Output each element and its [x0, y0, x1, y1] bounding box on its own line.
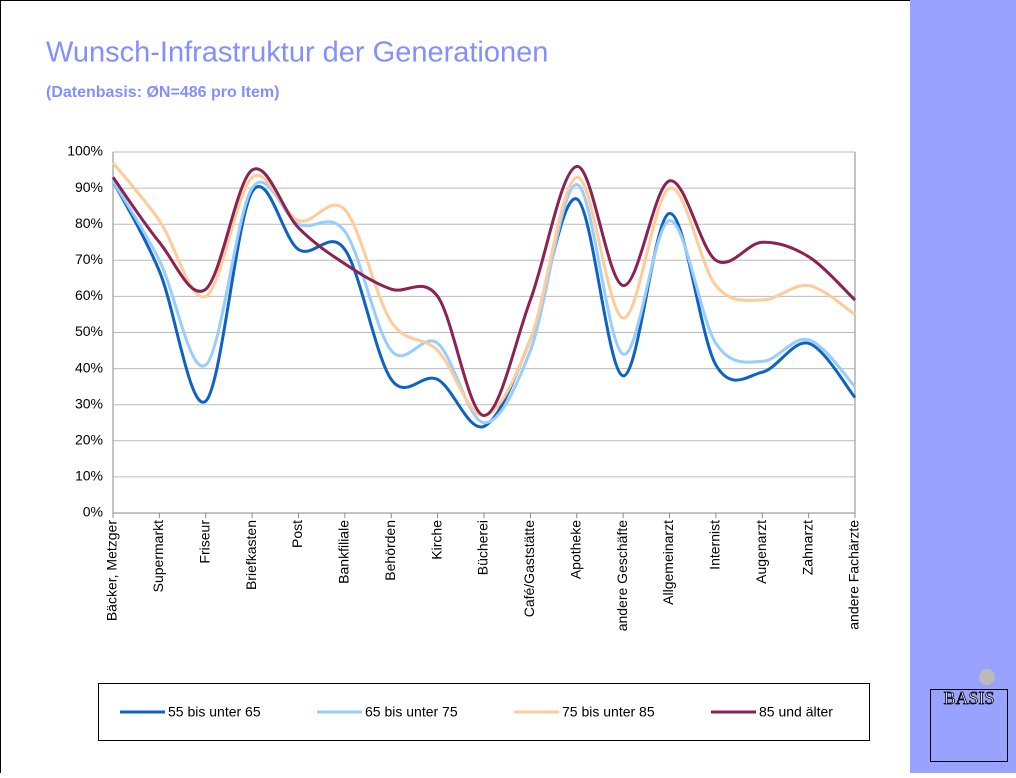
x-tick-label: Bücherei: [475, 520, 491, 575]
legend-label: 65 bis unter 75: [365, 704, 458, 720]
x-tick-label: Kirche: [428, 520, 444, 560]
legend-label: 85 und älter: [759, 704, 833, 720]
legend-label: 75 bis unter 85: [562, 704, 655, 720]
x-tick-label: Apotheke: [567, 520, 583, 579]
logo-frame: [930, 689, 1008, 762]
y-tick-label: 10%: [75, 468, 103, 484]
x-tick-label: Bankfiliale: [336, 520, 352, 584]
x-tick-label: Augenarzt: [753, 520, 769, 584]
logo-dot: [979, 669, 995, 685]
y-tick-label: 40%: [75, 359, 103, 375]
y-tick-label: 0%: [83, 504, 103, 520]
series-line: [111, 180, 857, 425]
y-tick-label: 60%: [75, 287, 103, 303]
x-tick-label: Internist: [707, 520, 723, 570]
slide-bg: [0, 0, 910, 773]
y-tick-label: 90%: [75, 179, 103, 195]
chart-subtitle: (Datenbasis: ØN=486 pro Item): [46, 84, 279, 101]
series-line: [111, 164, 857, 418]
y-tick-label: 30%: [75, 395, 103, 411]
x-tick-label: Friseur: [196, 520, 212, 564]
y-tick-label: 80%: [75, 215, 103, 231]
y-tick-label: 50%: [75, 323, 103, 339]
x-tick-label: Briefkasten: [243, 520, 259, 590]
side-strip: [910, 0, 1016, 773]
x-tick-label: andere Geschäfte: [614, 520, 630, 632]
chart-title: Wunsch-Infrastruktur der Generationen: [46, 37, 548, 69]
x-tick-label: Zahnarzt: [799, 520, 815, 575]
y-tick-label: 20%: [75, 432, 103, 448]
legend-label: 55 bis unter 65: [168, 704, 261, 720]
y-tick-label: 100%: [67, 143, 103, 159]
x-tick-label: Post: [289, 520, 305, 548]
logo-text: BASIS: [943, 688, 994, 708]
x-tick-label: Supermarkt: [150, 520, 166, 592]
x-tick-label: Café/Gaststätte: [521, 520, 537, 617]
x-tick-label: Allgemeinarzt: [660, 520, 676, 605]
x-tick-label: Bäcker, Metzger: [104, 520, 120, 621]
x-tick-label: Behörden: [382, 520, 398, 581]
x-tick-label: andere Fachärzte: [846, 520, 862, 630]
y-tick-label: 70%: [75, 251, 103, 267]
series-line: [111, 180, 857, 429]
